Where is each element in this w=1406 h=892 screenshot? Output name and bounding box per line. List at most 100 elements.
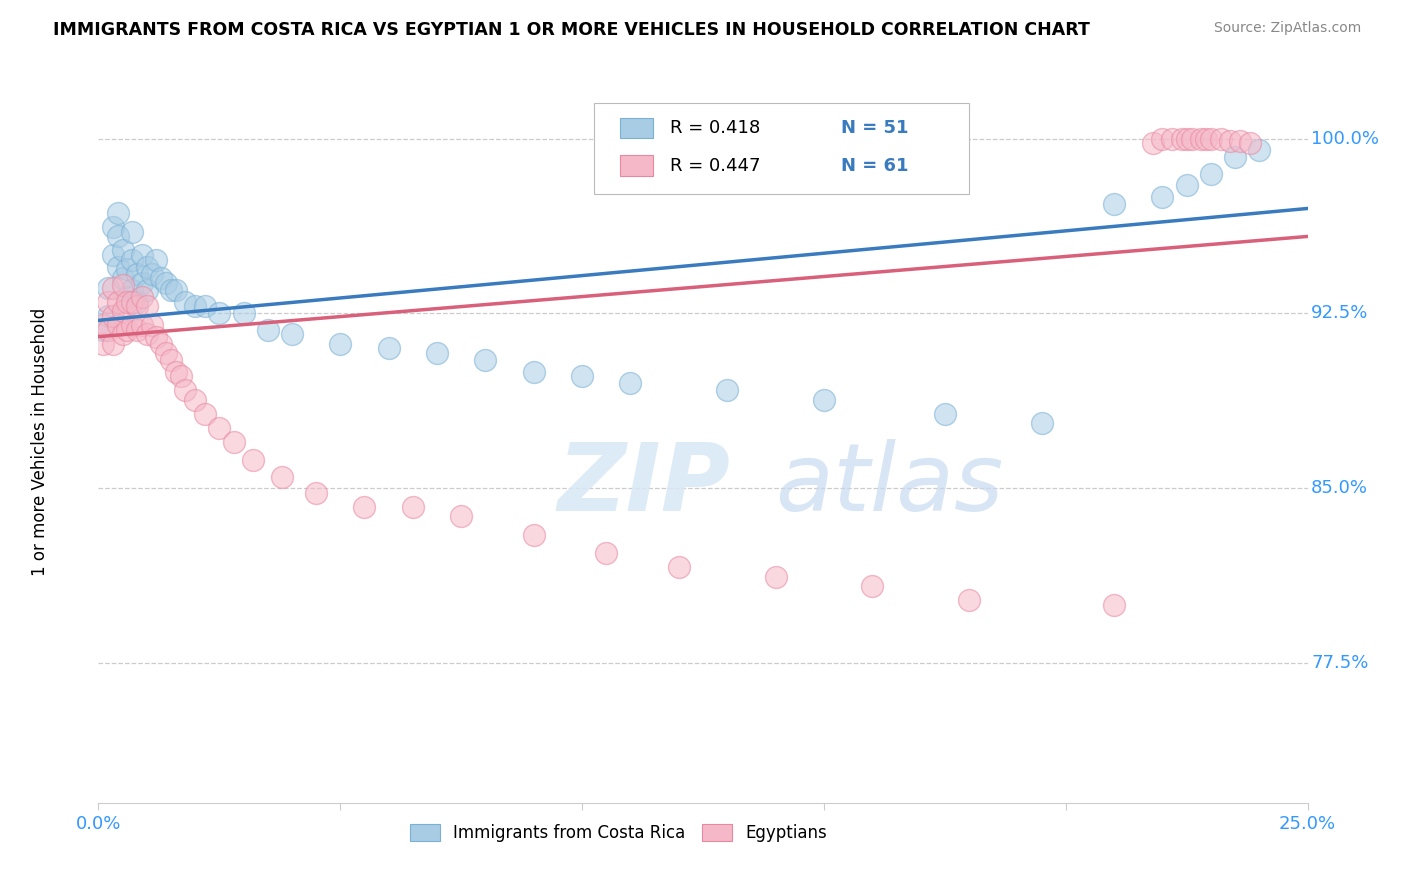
Point: [1199, 167, 1222, 181]
Point: [107, 260, 129, 274]
Point: [523, 528, 546, 542]
Text: 1 or more Vehicles in Household: 1 or more Vehicles in Household: [31, 308, 49, 575]
Point: [716, 384, 738, 398]
Point: [155, 276, 177, 290]
Text: ZIP: ZIP: [558, 439, 731, 531]
Point: [117, 290, 139, 304]
Point: [117, 294, 139, 309]
Point: [281, 327, 304, 342]
Point: [127, 323, 149, 337]
Point: [523, 365, 546, 379]
Point: [135, 260, 157, 274]
Point: [222, 434, 245, 449]
Point: [101, 309, 124, 323]
Point: [107, 318, 129, 332]
Text: R = 0.418: R = 0.418: [671, 119, 761, 137]
Point: [117, 323, 139, 337]
Point: [127, 299, 149, 313]
Text: Source: ZipAtlas.com: Source: ZipAtlas.com: [1213, 21, 1361, 36]
Point: [155, 346, 177, 360]
Point: [474, 353, 496, 368]
Point: [121, 252, 143, 267]
Text: 100.0%: 100.0%: [1312, 129, 1379, 147]
Point: [117, 262, 139, 277]
Point: [232, 306, 254, 320]
Point: [208, 306, 231, 320]
Text: atlas: atlas: [776, 440, 1004, 531]
Point: [1171, 131, 1194, 145]
Point: [194, 407, 217, 421]
Point: [934, 407, 956, 421]
Legend: Immigrants from Costa Rica, Egyptians: Immigrants from Costa Rica, Egyptians: [404, 817, 834, 848]
Point: [160, 353, 183, 368]
Point: [91, 336, 114, 351]
Point: [860, 579, 883, 593]
Point: [1175, 131, 1198, 145]
Point: [174, 294, 197, 309]
Point: [111, 327, 134, 342]
Point: [121, 225, 143, 239]
Text: R = 0.447: R = 0.447: [671, 156, 761, 175]
Point: [174, 384, 197, 398]
Point: [97, 281, 120, 295]
Point: [765, 570, 787, 584]
Point: [145, 252, 167, 267]
Point: [271, 469, 294, 483]
Point: [107, 206, 129, 220]
Point: [145, 329, 167, 343]
Point: [450, 509, 472, 524]
Point: [194, 299, 217, 313]
Point: [160, 283, 183, 297]
Point: [91, 323, 114, 337]
Point: [131, 290, 153, 304]
Point: [1209, 131, 1232, 145]
Point: [111, 244, 134, 258]
Point: [97, 309, 120, 323]
Point: [101, 336, 124, 351]
Point: [1142, 136, 1164, 151]
Point: [1249, 143, 1271, 157]
Point: [111, 271, 134, 285]
Point: [1102, 598, 1125, 612]
Point: [957, 593, 980, 607]
Point: [353, 500, 375, 514]
Point: [1031, 416, 1053, 430]
Point: [1189, 131, 1212, 145]
Point: [131, 276, 153, 290]
Point: [619, 376, 641, 391]
Point: [402, 500, 425, 514]
Point: [97, 294, 120, 309]
Point: [668, 560, 690, 574]
Point: [184, 299, 207, 313]
Text: N = 51: N = 51: [841, 119, 908, 137]
Point: [1223, 150, 1246, 164]
Point: [127, 294, 149, 309]
Text: 77.5%: 77.5%: [1312, 654, 1368, 672]
Point: [165, 283, 187, 297]
Point: [1229, 134, 1251, 148]
Point: [256, 323, 278, 337]
Point: [91, 318, 114, 332]
FancyBboxPatch shape: [595, 103, 969, 194]
Point: [813, 392, 835, 407]
FancyBboxPatch shape: [620, 155, 654, 176]
Point: [135, 299, 157, 313]
Point: [150, 336, 173, 351]
Point: [1199, 131, 1222, 145]
Point: [97, 323, 120, 337]
Point: [165, 365, 187, 379]
Point: [121, 294, 143, 309]
Point: [595, 546, 617, 560]
Text: N = 61: N = 61: [841, 156, 908, 175]
Point: [1161, 131, 1184, 145]
Point: [305, 485, 328, 500]
Point: [329, 336, 352, 351]
Point: [377, 341, 399, 355]
Point: [1219, 134, 1241, 148]
Point: [121, 283, 143, 297]
Point: [169, 369, 191, 384]
Point: [208, 420, 231, 434]
Point: [1102, 196, 1125, 211]
Point: [131, 318, 153, 332]
Point: [135, 327, 157, 342]
